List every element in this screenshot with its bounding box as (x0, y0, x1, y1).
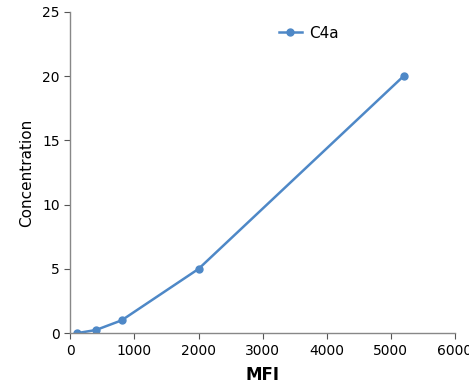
C4a (74, 331, 80, 336)
Legend: C4a: C4a (279, 26, 339, 41)
C4a (401, 74, 407, 78)
C4a (196, 267, 201, 271)
Line: C4a: C4a (73, 73, 407, 337)
X-axis label: MFI: MFI (246, 366, 280, 384)
C4a (93, 328, 99, 332)
C4a (119, 318, 124, 323)
Y-axis label: Concentration: Concentration (19, 118, 34, 227)
